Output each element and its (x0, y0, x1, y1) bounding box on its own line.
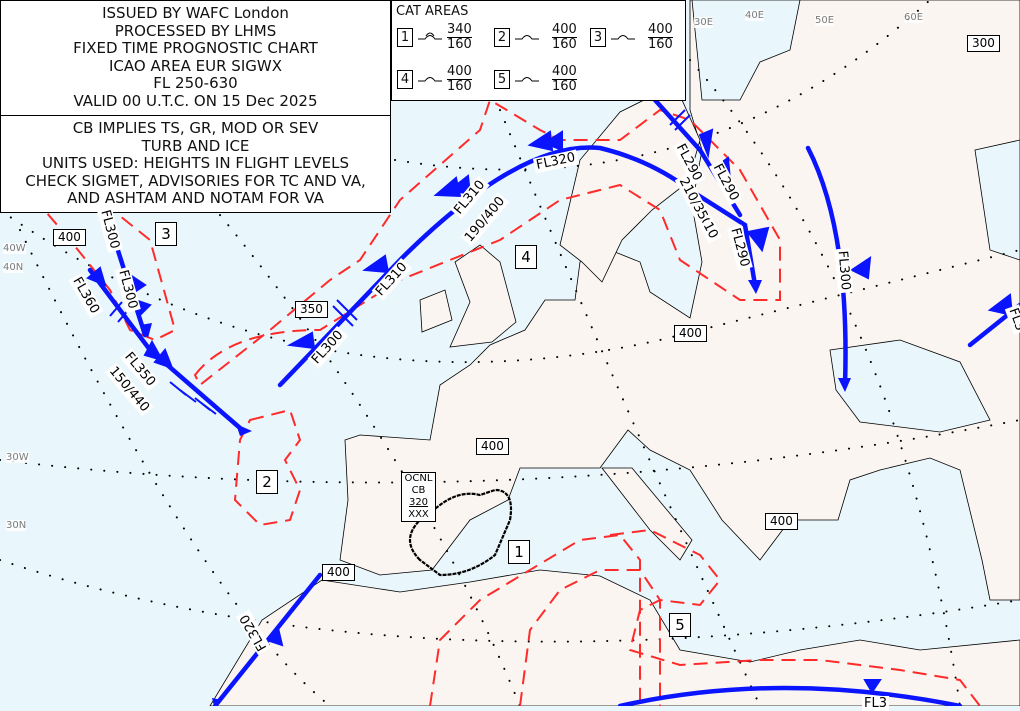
grid-label: 40N (3, 262, 24, 273)
arrowhead (748, 280, 762, 294)
header-line: PROCESSED BY LHMS (114, 21, 277, 40)
header-line: ICAO AREA EUR SIGWX (109, 56, 282, 75)
arrowhead (236, 424, 252, 436)
header-line: VALID 00 U.T.C. ON 15 Dec 2025 (73, 91, 318, 110)
cat-area-4 (193, 98, 781, 387)
inland-seas (691, 0, 1020, 433)
cat-top: 400 (648, 22, 673, 38)
cat-base: 160 (648, 37, 673, 52)
wind-pennant (863, 679, 882, 694)
jet-level-label: FL3 (862, 696, 889, 711)
wind-pennant (362, 254, 390, 274)
cat-areas-legend: CAT AREAS 1 340 160 2 400 160 3 400 160 4 400 16… (391, 0, 686, 101)
cat-top: 400 (447, 64, 472, 80)
grid-label: 30N (6, 520, 27, 531)
grid-label: 40E (745, 10, 765, 21)
note-line: TURB AND ICE (141, 136, 250, 155)
tropopause-height-box: 400 (765, 513, 798, 530)
note-line: AND ASHTAM AND NOTAM FOR VA (67, 189, 324, 208)
turbulence-moderate-icon (515, 76, 539, 81)
cb-coverage: OCNL (404, 473, 433, 484)
cat-legend-item: 5 400 160 (494, 65, 577, 94)
cat-legend-item: 4 400 160 (397, 65, 472, 94)
grid-label: 60E (904, 12, 924, 23)
cb-cloud-area (408, 488, 513, 577)
cat-legend-item: 2 400 160 (494, 23, 577, 52)
cat-legend-item: 1 340 160 (397, 23, 472, 52)
land (209, 0, 1020, 706)
cat-id: 3 (590, 28, 606, 47)
turbulence-moderate-icon (611, 34, 635, 39)
arrowhead (838, 378, 851, 392)
chart-header-panel: ISSUED BY WAFC London PROCESSED BY LHMS … (0, 0, 391, 116)
header-line: ISSUED BY WAFC London (102, 4, 289, 22)
header-line: FIXED TIME PROGNOSTIC CHART (73, 39, 318, 58)
wind-pennant (286, 331, 316, 350)
wind-pennant (86, 266, 107, 287)
cat-id: 4 (397, 70, 413, 89)
wind-pennant (143, 339, 174, 370)
grid-label: 50E (815, 15, 835, 26)
cat-area-label: 2 (256, 470, 278, 494)
tropopause-height-box: 350 (295, 301, 328, 318)
notes-panel: CB IMPLIES TS, GR, MOD OR SEV TURB AND I… (0, 115, 391, 213)
tropopause-height-box: 400 (674, 325, 707, 342)
wind-pennant (850, 255, 872, 280)
cat-id: 5 (494, 70, 510, 89)
cb-top: 320 (408, 497, 429, 508)
cat-top: 400 (552, 64, 577, 80)
cat-id: 2 (494, 28, 510, 47)
cat-id: 1 (397, 28, 413, 47)
cat-areas-title: CAT AREAS (396, 4, 469, 19)
header-line: FL 250-630 (153, 74, 238, 93)
turbulence-moderate-icon (418, 76, 442, 81)
note-line: CB IMPLIES TS, GR, MOD OR SEV (72, 119, 319, 137)
jet-depth-bars (109, 109, 691, 415)
cb-type: CB (411, 485, 426, 496)
cat-area-label: 1 (508, 540, 530, 564)
cb-base: XXX (408, 509, 429, 520)
tropopause-height-box: 300 (967, 35, 1000, 52)
jet-stream (617, 685, 963, 706)
cb-info-box: OCNL CB 320 XXX (401, 472, 436, 522)
cat-area-5 (609, 528, 981, 706)
cat-area-3 (37, 198, 177, 342)
arrowhead (140, 323, 152, 338)
cat-top: 340 (447, 22, 472, 38)
arrowhead (212, 698, 222, 706)
wind-pennant (746, 226, 770, 253)
grid-label: 40W (3, 243, 26, 254)
cat-base: 160 (447, 37, 472, 52)
cat-base: 160 (552, 37, 577, 52)
cat-area-label: 3 (155, 222, 177, 246)
tropopause-height-box: 400 (53, 229, 86, 246)
cat-areas (37, 98, 981, 706)
cat-base: 160 (447, 79, 472, 94)
grid-label: 30W (6, 452, 29, 463)
tropopause-height-box: 400 (322, 564, 355, 581)
cat-legend-item: 3 400 160 (590, 23, 673, 52)
turbulence-severe-icon (418, 32, 442, 39)
cat-top: 400 (552, 22, 577, 38)
cat-area-label: 5 (669, 613, 691, 637)
tropopause-height-box: 400 (476, 438, 509, 455)
note-line: UNITS USED: HEIGHTS IN FLIGHT LEVELS (41, 154, 350, 173)
wind-pennant (527, 130, 563, 152)
cat-base: 160 (552, 79, 577, 94)
grid-label: 30E (694, 17, 714, 28)
cat-area-2 (233, 408, 302, 527)
jet-arrowheads (140, 280, 851, 706)
cat-area-label: 4 (515, 245, 537, 269)
turbulence-moderate-icon (515, 34, 539, 39)
note-line: CHECK SIGMET, ADVISORIES FOR TC AND VA, (25, 171, 366, 190)
wind-pennant (265, 625, 284, 647)
